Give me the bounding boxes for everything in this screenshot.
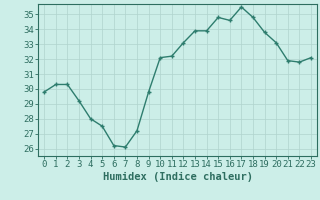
X-axis label: Humidex (Indice chaleur): Humidex (Indice chaleur): [103, 172, 252, 182]
